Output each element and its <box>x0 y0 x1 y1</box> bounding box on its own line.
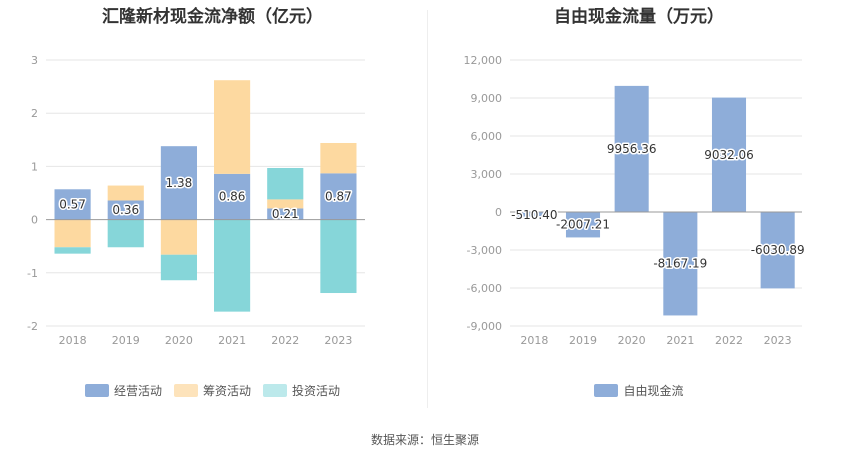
bar-1-2020 <box>160 146 197 220</box>
bar-1-2022 <box>711 97 747 212</box>
bar-1-2023 <box>760 212 795 289</box>
data-label: -8167.19 <box>653 257 707 271</box>
left-chart: 汇隆新材现金流净额（亿元） -2 -1 0 1 2 3 2018 2019 2020 2021 20… <box>0 0 425 410</box>
data-label: -510.40 <box>511 208 557 222</box>
bar-1-2018 <box>54 189 91 220</box>
data-label: 0.21 <box>272 207 299 221</box>
bar-1-2020 <box>614 85 649 212</box>
bar-1-2021 <box>214 173 251 220</box>
legend-swatch <box>594 384 619 397</box>
bar-2-2022 <box>267 199 304 209</box>
legend-swatch <box>263 384 287 397</box>
x-tick-label: 2018 <box>520 334 548 347</box>
bar-2-2018 <box>54 219 91 248</box>
legend-swatch <box>84 384 109 397</box>
x-tick-label: 2022 <box>271 334 299 347</box>
x-tick-label: 2023 <box>324 334 352 347</box>
x-tick-label: 2021 <box>666 334 694 347</box>
right-chart-title: 自由现金流量（万元） <box>554 7 724 27</box>
x-tick-label: 2020 <box>165 334 193 347</box>
y-tick-label: 2 <box>31 107 38 120</box>
legend-item[interactable]: 经营活动 <box>84 382 162 399</box>
legend-item[interactable]: 投资活动 <box>263 382 340 399</box>
x-tick-label: 2019 <box>112 334 140 347</box>
left-chart-plot: -2 -1 0 1 2 3 2018 2019 2020 2021 2022 2023 0.57 0.36… <box>27 54 365 347</box>
y-tick-label: 3 <box>31 54 38 67</box>
x-tick-label: 2018 <box>59 334 87 347</box>
data-label: 9956.36 <box>607 142 657 156</box>
left-chart-legend: 经营活动 筹资活动 投资活动 <box>0 382 425 400</box>
y-tick-label: 3,000 <box>471 168 503 181</box>
bar-1-2023 <box>320 173 357 220</box>
data-label: 0.87 <box>325 189 352 203</box>
bar-3-2023 <box>320 219 357 294</box>
y-tick-label: -3,000 <box>467 244 502 257</box>
right-chart-plot: -9,000 -6,000 -3,000 0 3,000 6,000 9,000 12,000… <box>464 54 807 347</box>
bar-3-2022 <box>267 167 304 200</box>
legend-swatch <box>173 384 198 397</box>
bar-3-2018 <box>54 247 91 254</box>
x-tick-label: 2019 <box>569 334 597 347</box>
data-label: 1.38 <box>166 176 193 190</box>
chart-divider <box>427 10 428 408</box>
y-tick-label: 0 <box>495 206 502 219</box>
x-tick-label: 2022 <box>715 334 743 347</box>
left-chart-title: 汇隆新材现金流净额（亿元） <box>102 7 323 27</box>
right-chart-legend: 自由现金流 <box>428 382 850 400</box>
y-tick-label: -2 <box>27 320 38 333</box>
bar-3-2021 <box>214 219 251 312</box>
data-label: 0.36 <box>112 203 139 217</box>
y-tick-label: 9,000 <box>471 92 503 105</box>
x-tick-label: 2021 <box>218 334 246 347</box>
bar-1-2019 <box>565 212 601 238</box>
bar-2-2021 <box>214 80 251 174</box>
data-source: 数据来源：恒生聚源 <box>370 433 479 447</box>
legend-label: 自由现金流 <box>623 384 684 398</box>
data-label: 0.86 <box>219 190 246 204</box>
y-tick-label: 0 <box>31 214 38 227</box>
bar-3-2019 <box>107 219 144 248</box>
data-label: -2007.21 <box>556 218 610 232</box>
x-tick-label: 2023 <box>764 334 792 347</box>
legend-label: 投资活动 <box>292 384 341 398</box>
bar-2-2020 <box>160 219 197 255</box>
y-tick-label: -9,000 <box>467 320 502 333</box>
bar-2-2019 <box>107 185 144 201</box>
y-tick-label: 1 <box>31 160 38 173</box>
bar-2-2023 <box>320 142 357 174</box>
bar-1-2021 <box>663 212 698 316</box>
data-label: 9032.06 <box>704 148 754 162</box>
bar-3-2020 <box>160 254 197 281</box>
x-tick-label: 2020 <box>618 334 646 347</box>
y-tick-label: 6,000 <box>471 130 503 143</box>
y-tick-label: 12,000 <box>464 54 503 67</box>
bar-1-2019 <box>107 200 144 220</box>
legend-item[interactable]: 筹资活动 <box>173 382 251 399</box>
legend-label: 经营活动 <box>113 384 162 398</box>
data-label: 0.57 <box>59 197 86 211</box>
bar-1-2018 <box>517 212 552 219</box>
legend-item[interactable]: 自由现金流 <box>594 382 684 399</box>
y-tick-label: -6,000 <box>467 282 502 295</box>
bar-1-2022 <box>267 208 304 220</box>
data-label: -6030.89 <box>751 243 805 257</box>
legend-label: 筹资活动 <box>202 384 251 398</box>
y-tick-label: -1 <box>27 267 38 280</box>
right-chart: 自由现金流量（万元） -9,000 -6,000 -3,000 0 3,000 6,000… <box>428 0 850 410</box>
